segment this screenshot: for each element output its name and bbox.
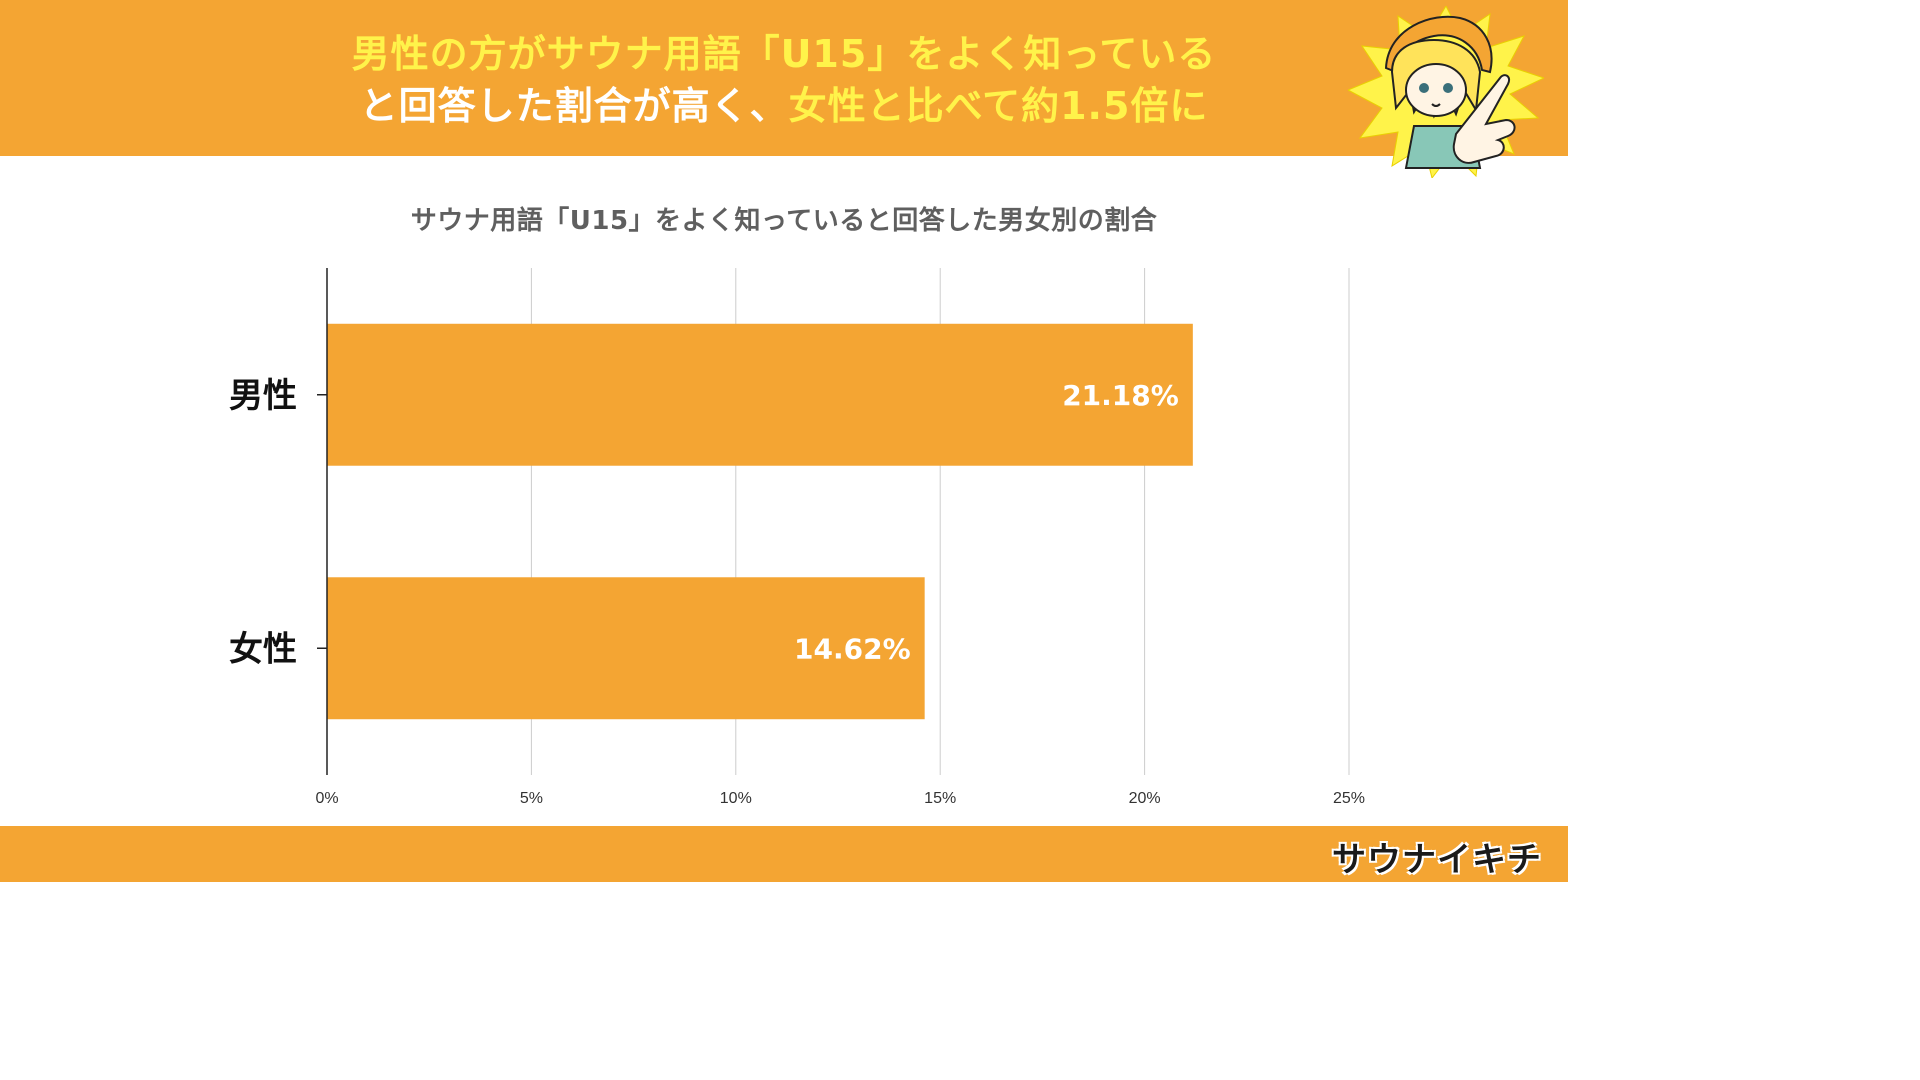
mouth-shape	[1431, 103, 1441, 107]
value-label: 14.62%	[794, 632, 911, 665]
bars	[327, 323, 1193, 720]
x-tick-label: 0%	[315, 790, 338, 807]
face-shape	[1405, 63, 1467, 117]
value-label: 21.18%	[1062, 379, 1179, 412]
headline-line-2-prefix: と回答した割合が高く、	[359, 84, 789, 128]
header-banner: 男性の方がサウナ用語「U15」をよく知っている と回答した割合が高く、女性と比べ…	[0, 0, 1568, 156]
x-tick-label: 25%	[1333, 790, 1365, 807]
axes	[317, 268, 328, 775]
right-eye	[1443, 83, 1453, 93]
category-label: 女性	[229, 629, 297, 669]
category-label: 男性	[229, 376, 297, 416]
headline-line-1: 男性の方がサウナ用語「U15」をよく知っている	[351, 32, 1217, 76]
labels: 0% 5% 10% 15% 20% 25% 男性 21.18% 女性 14.62%	[229, 376, 1365, 807]
chart-title: サウナ用語「U15」をよく知っていると回答した男女別の割合	[410, 206, 1158, 236]
bar	[327, 323, 1193, 466]
footer-banner	[0, 826, 1568, 882]
bar-chart: 0% 5% 10% 15% 20% 25% 男性 21.18% 女性 14.62%	[229, 268, 1365, 807]
x-tick-label: 10%	[720, 790, 752, 807]
x-tick-label: 15%	[924, 790, 956, 807]
left-eye	[1419, 83, 1429, 93]
headline-line-2: と回答した割合が高く、女性と比べて約1.5倍に	[0, 84, 1568, 128]
x-tick-label: 5%	[520, 790, 543, 807]
mascot-illustration	[1348, 6, 1544, 178]
x-tick-label: 20%	[1129, 790, 1161, 807]
headline-line-2-highlight: 女性と比べて約1.5倍に	[788, 84, 1209, 128]
pointing-hand-shape	[1452, 74, 1516, 164]
bar	[327, 577, 925, 720]
brand-logo: サウナイキチ	[1332, 840, 1542, 880]
